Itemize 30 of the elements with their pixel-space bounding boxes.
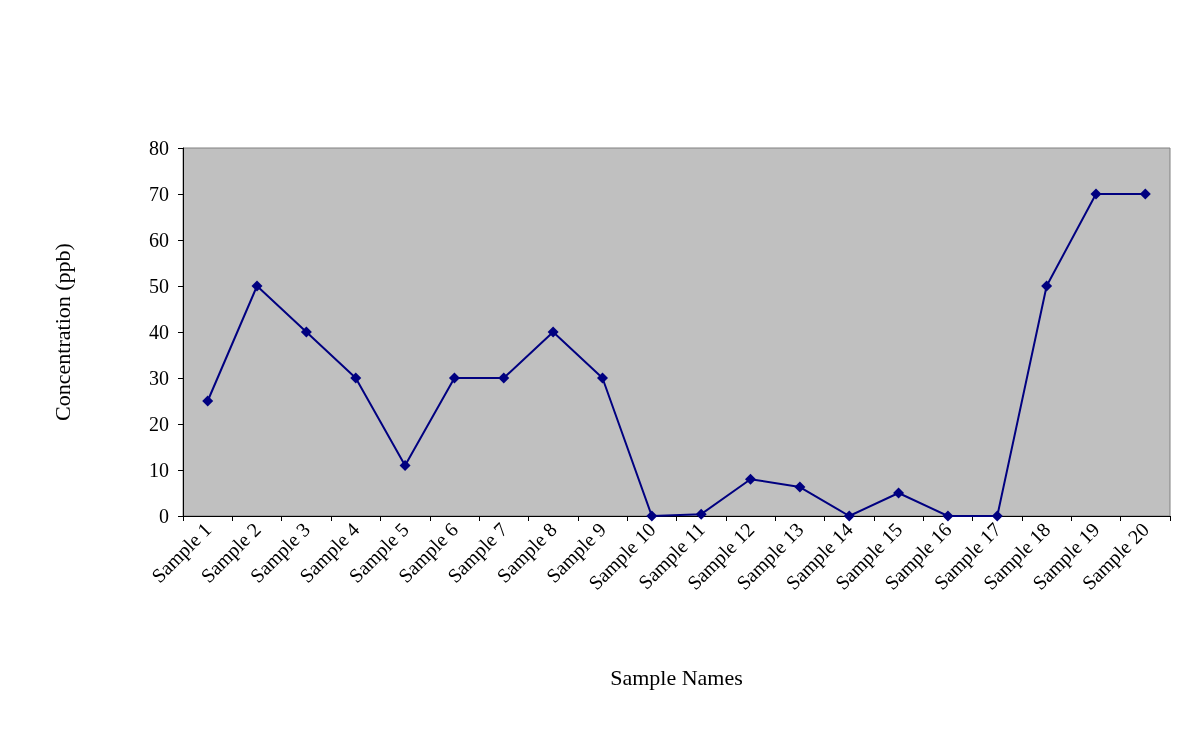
y-tick-label: 30: [149, 367, 169, 389]
y-axis-title: Concentration (ppb): [49, 243, 75, 421]
point: [794, 481, 806, 493]
y-tick-label: 20: [149, 413, 169, 435]
point: [1090, 188, 1102, 200]
point: [893, 487, 905, 499]
point: [399, 459, 411, 471]
y-tick-label: 0: [159, 505, 169, 527]
y-tick-label: 70: [149, 183, 169, 205]
y-tick-label: 60: [149, 229, 169, 251]
point: [695, 508, 707, 520]
x-axis-title: Sample Names: [610, 664, 743, 690]
point: [745, 473, 757, 485]
point: [300, 326, 312, 338]
point: [1041, 280, 1053, 292]
point: [251, 280, 263, 292]
y-tick-label: 80: [149, 137, 169, 159]
point: [350, 372, 362, 384]
y-tick-label: 40: [149, 321, 169, 343]
point: [596, 372, 608, 384]
point: [843, 510, 855, 522]
y-tick-label: 50: [149, 275, 169, 297]
point: [202, 395, 214, 407]
point: [448, 372, 460, 384]
point: [991, 510, 1003, 522]
point: [646, 510, 658, 522]
point: [498, 372, 510, 384]
point: [547, 326, 559, 338]
y-tick-label: 10: [149, 459, 169, 481]
point: [942, 510, 954, 522]
